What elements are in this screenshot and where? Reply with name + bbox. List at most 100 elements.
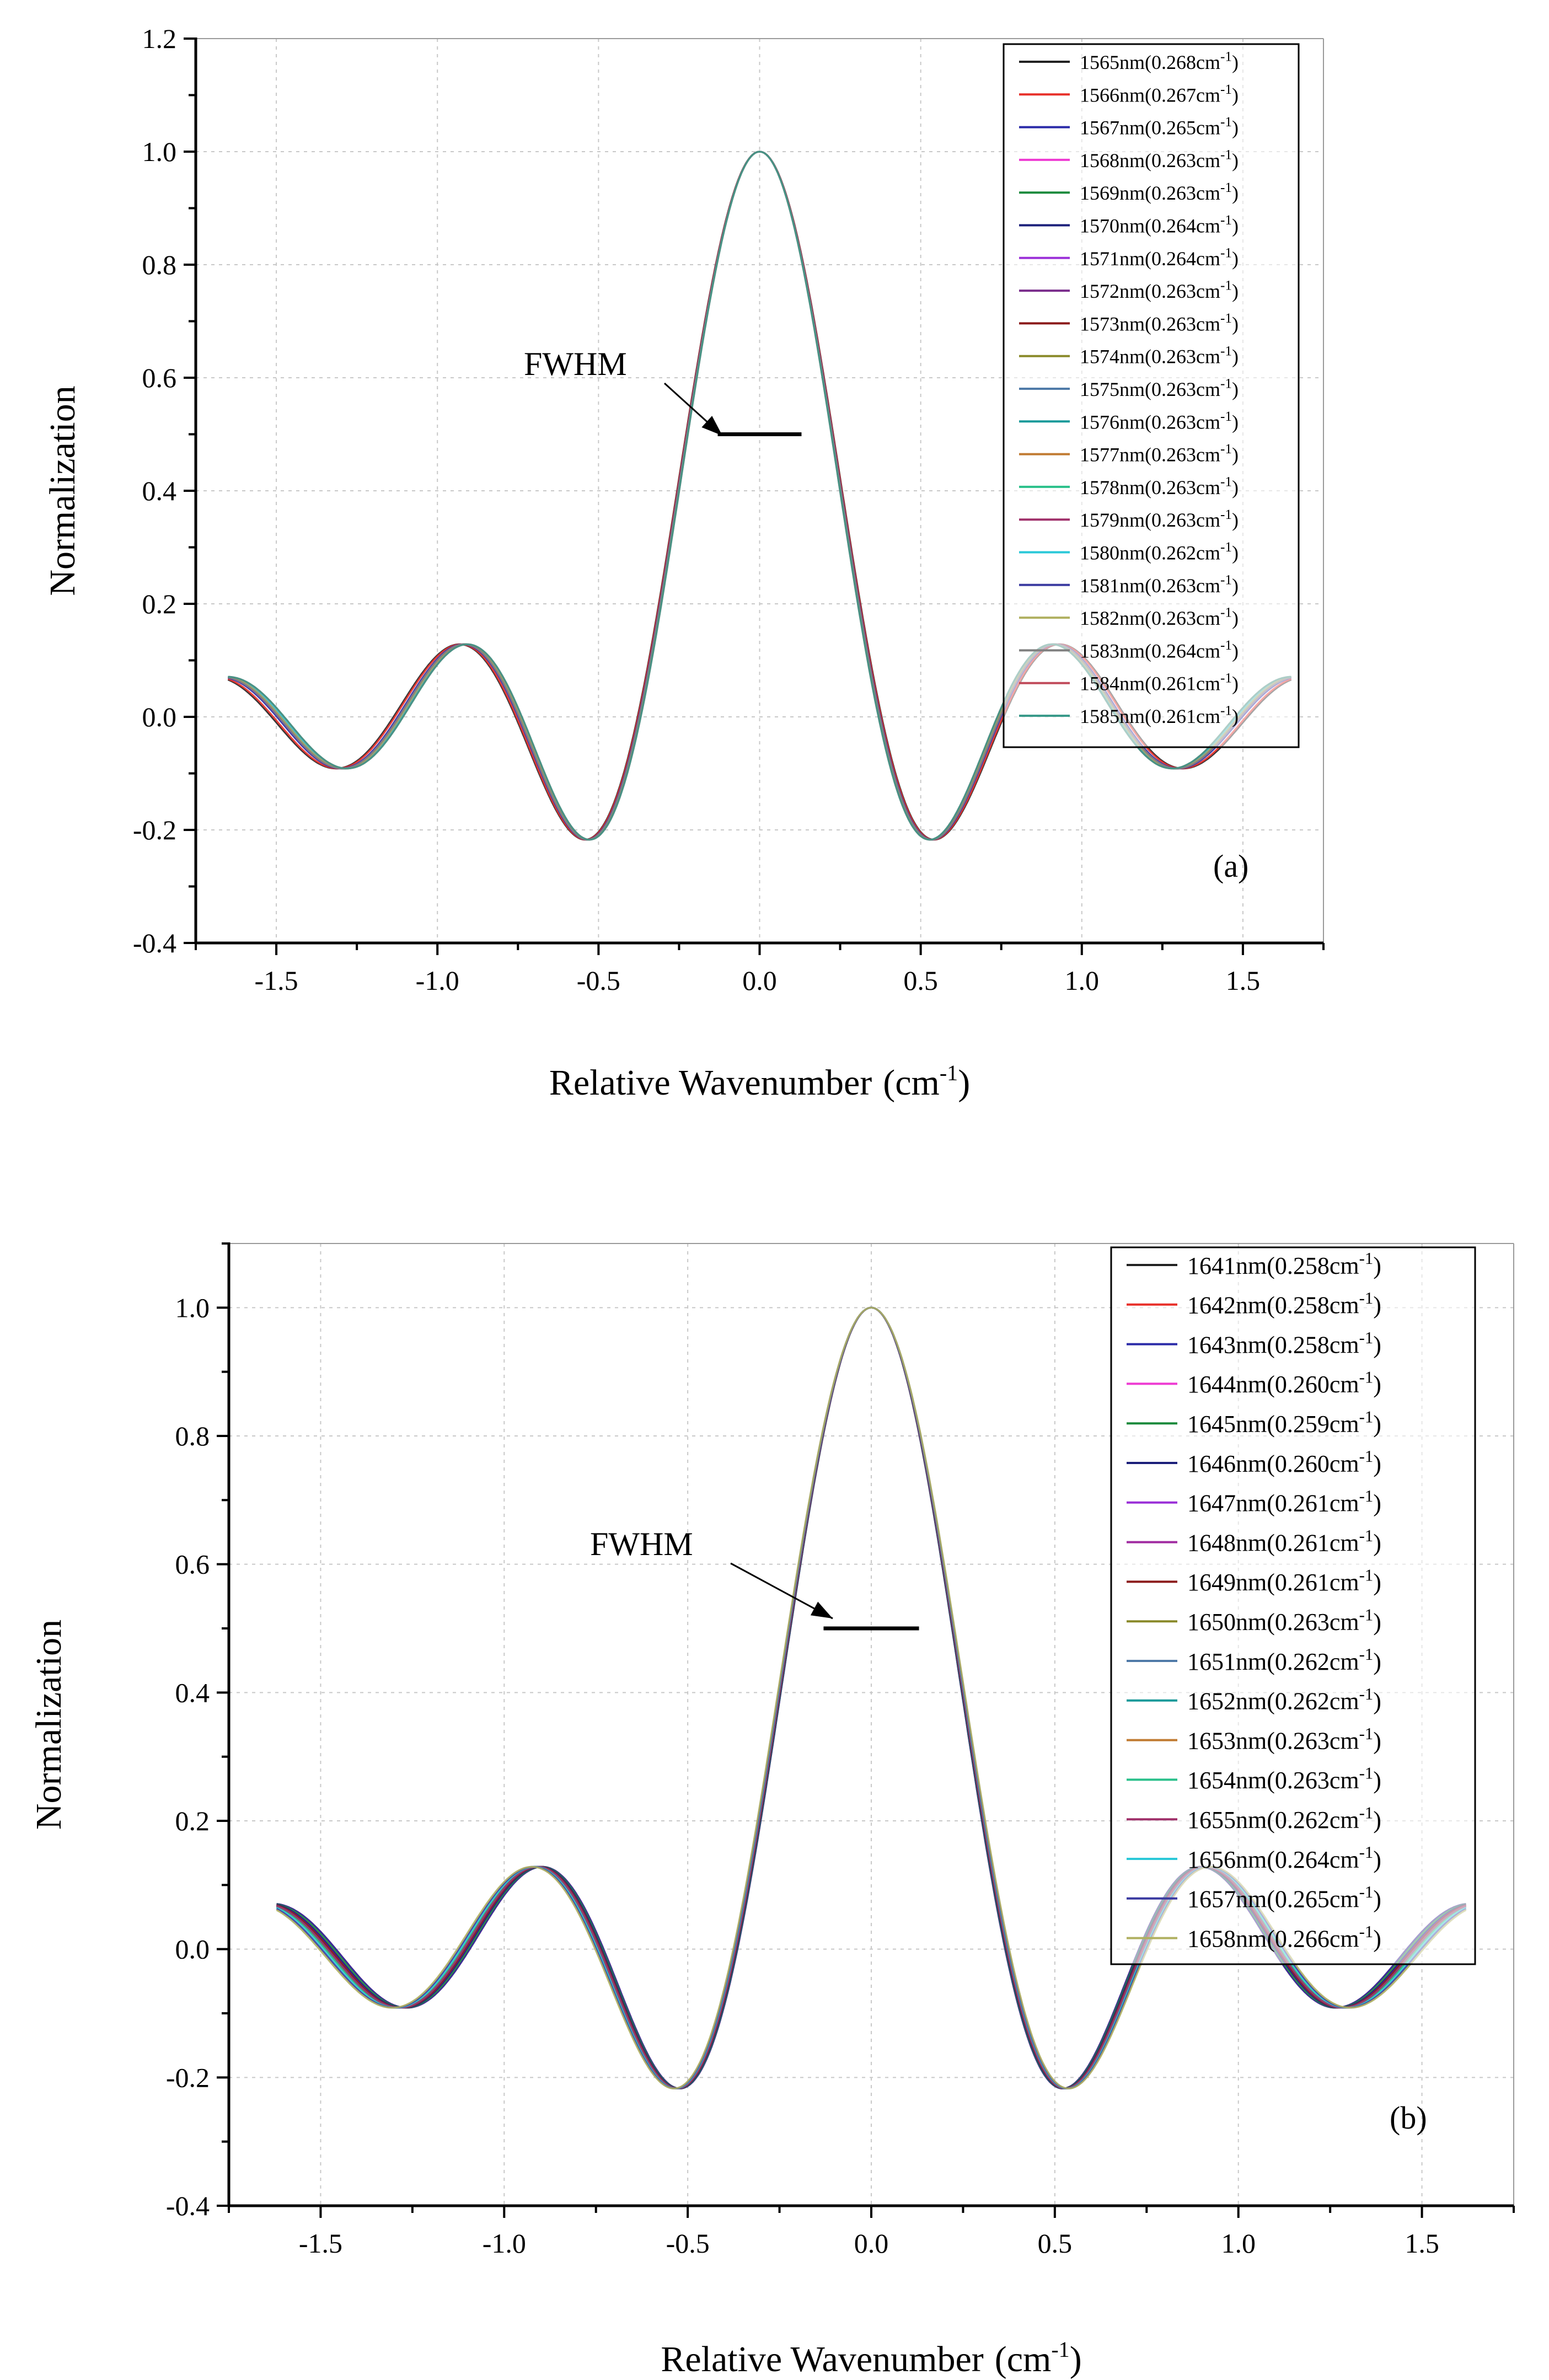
legend-entry-close: ): [1232, 607, 1239, 629]
legend-entry-sup: -1: [1220, 704, 1232, 719]
legend-entry-text: 1650nm(0.263cm: [1187, 1609, 1359, 1636]
y-tick-label: -0.4: [133, 928, 176, 958]
x-tick-label: -1.5: [254, 965, 298, 996]
legend-entry: 1579nm(0.263cm-1): [1080, 507, 1239, 531]
legend-entry-close: ): [1373, 1450, 1381, 1477]
legend-entry: 1584nm(0.261cm-1): [1080, 671, 1239, 694]
fwhm-label: FWHM: [524, 346, 627, 382]
y-tick-label: 1.2: [142, 23, 177, 54]
legend-entry-sup: -1: [1359, 1645, 1374, 1664]
legend-entry-close: ): [1373, 1411, 1381, 1438]
legend-entry-close: ): [1373, 1846, 1381, 1873]
legend-entry-text: 1571nm(0.264cm: [1080, 248, 1220, 270]
legend-entry-sup: -1: [1220, 474, 1232, 489]
legend-entry-close: ): [1373, 1252, 1381, 1279]
legend-entry: 1569nm(0.263cm-1): [1080, 180, 1239, 204]
legend-entry: 1576nm(0.263cm-1): [1080, 409, 1239, 433]
legend-entry-close: ): [1373, 1569, 1381, 1596]
legend-entry-close: ): [1373, 1490, 1381, 1517]
legend-box: [1003, 43, 1300, 748]
legend-entry-sup: -1: [1220, 507, 1232, 522]
legend-entry-sup: -1: [1220, 344, 1232, 358]
x-axis-title-sup: -1: [1051, 2337, 1069, 2362]
legend-entry-text: 1652nm(0.262cm: [1187, 1688, 1359, 1715]
fwhm-arrow-head: [810, 1601, 833, 1618]
x-tick-label: 0.0: [742, 965, 777, 996]
legend-entry-close: ): [1373, 1807, 1381, 1834]
legend-entry-close: ): [1373, 1529, 1381, 1556]
legend-entry-sup: -1: [1220, 409, 1232, 424]
legend-entry: 1581nm(0.263cm-1): [1080, 572, 1239, 596]
legend-entry: 1574nm(0.263cm-1): [1080, 344, 1239, 367]
x-axis-title-text: Relative Wavenumber: [661, 2339, 983, 2379]
legend-entry-text: 1656nm(0.264cm: [1187, 1846, 1359, 1873]
legend-entry-close: ): [1373, 1648, 1381, 1675]
legend-entry-sup: -1: [1359, 1249, 1374, 1268]
x-axis-title-sup: -1: [940, 1060, 958, 1085]
legend-entry-text: 1585nm(0.261cm: [1080, 705, 1220, 727]
legend-entry: 1565nm(0.268cm-1): [1080, 50, 1239, 73]
legend-entry-text: 1580nm(0.262cm: [1080, 542, 1220, 564]
legend-entry-sup: -1: [1359, 1289, 1374, 1307]
legend-entry: 1577nm(0.263cm-1): [1080, 442, 1239, 465]
legend-entry-close: ): [1232, 640, 1239, 662]
x-axis-title-close: ): [958, 1063, 970, 1103]
x-axis-title: Relative Wavenumber (cm-1): [661, 2337, 1081, 2379]
x-tick-label: -1.5: [299, 2228, 342, 2259]
legend-entry: 1573nm(0.263cm-1): [1080, 311, 1239, 335]
legend-entry: 1658nm(0.266cm-1): [1187, 1922, 1381, 1953]
legend-entry: 1649nm(0.261cm-1): [1187, 1566, 1381, 1596]
legend-entry: 1585nm(0.261cm-1): [1080, 704, 1239, 727]
legend-entry-close: ): [1232, 575, 1239, 597]
legend-entry-text: 1581nm(0.263cm: [1080, 575, 1220, 597]
y-tick-label: 0.2: [175, 1805, 210, 1836]
legend-entry-text: 1573nm(0.263cm: [1080, 313, 1220, 335]
legend-entry-close: ): [1232, 248, 1239, 270]
legend-entry: 1643nm(0.258cm-1): [1187, 1328, 1381, 1359]
legend-entry-text: 1648nm(0.261cm: [1187, 1529, 1359, 1556]
legend-entry-text: 1565nm(0.268cm: [1080, 51, 1220, 73]
legend-entry-sup: -1: [1220, 213, 1232, 228]
legend-entry: 1641nm(0.258cm-1): [1187, 1249, 1381, 1279]
y-tick-label: -0.2: [166, 2062, 210, 2093]
y-tick-label: 0.6: [175, 1549, 210, 1580]
y-tick-label: 0.8: [142, 249, 177, 280]
legend-box: [1110, 1246, 1476, 1965]
x-axis-title-text: Relative Wavenumber: [549, 1063, 872, 1103]
y-tick-label: 0.0: [175, 1934, 210, 1965]
legend-entry-close: ): [1232, 705, 1239, 727]
legend-entry-text: 1649nm(0.261cm: [1187, 1569, 1359, 1596]
x-tick-label: -0.5: [577, 965, 620, 996]
legend-entry-text: 1582nm(0.263cm: [1080, 607, 1220, 629]
legend-entry: 1571nm(0.264cm-1): [1080, 245, 1239, 269]
legend-entry-sup: -1: [1359, 1407, 1374, 1426]
legend-entry-text: 1643nm(0.258cm: [1187, 1331, 1359, 1358]
legend-entry-sup: -1: [1359, 1487, 1374, 1505]
legend-entry-close: ): [1232, 280, 1239, 302]
legend: 1565nm(0.268cm-1)1566nm(0.267cm-1)1567nm…: [1003, 43, 1300, 748]
legend-entry: 1647nm(0.261cm-1): [1187, 1487, 1381, 1517]
legend-entry-sup: -1: [1220, 245, 1232, 260]
y-tick-label: 0.6: [142, 362, 177, 393]
legend-entry-close: ): [1232, 411, 1239, 433]
x-tick-label: 0.5: [903, 965, 938, 996]
legend-entry-close: ): [1232, 542, 1239, 564]
legend-entry: 1570nm(0.264cm-1): [1080, 213, 1239, 237]
legend-entry-sup: -1: [1359, 1764, 1374, 1783]
x-tick-label: 1.0: [1221, 2228, 1256, 2259]
legend-entry-text: 1569nm(0.263cm: [1080, 182, 1220, 204]
legend-entry-sup: -1: [1359, 1605, 1374, 1624]
legend-entry-sup: -1: [1359, 1566, 1374, 1585]
legend-entry-text: 1653nm(0.263cm: [1187, 1727, 1359, 1754]
legend-entry-text: 1657nm(0.265cm: [1187, 1886, 1359, 1913]
legend-entry-sup: -1: [1220, 147, 1232, 162]
legend-entry: 1653nm(0.263cm-1): [1187, 1724, 1381, 1755]
legend-entry-sup: -1: [1359, 1447, 1374, 1466]
legend-entry: 1575nm(0.263cm-1): [1080, 377, 1239, 400]
legend-entry-text: 1578nm(0.263cm: [1080, 476, 1220, 498]
fwhm-arrow-head: [701, 416, 722, 436]
legend-entry-close: ): [1232, 313, 1239, 335]
y-tick-label: 0.4: [175, 1677, 210, 1708]
legend-entry-text: 1567nm(0.265cm: [1080, 117, 1220, 139]
legend-entry-sup: -1: [1220, 540, 1232, 555]
